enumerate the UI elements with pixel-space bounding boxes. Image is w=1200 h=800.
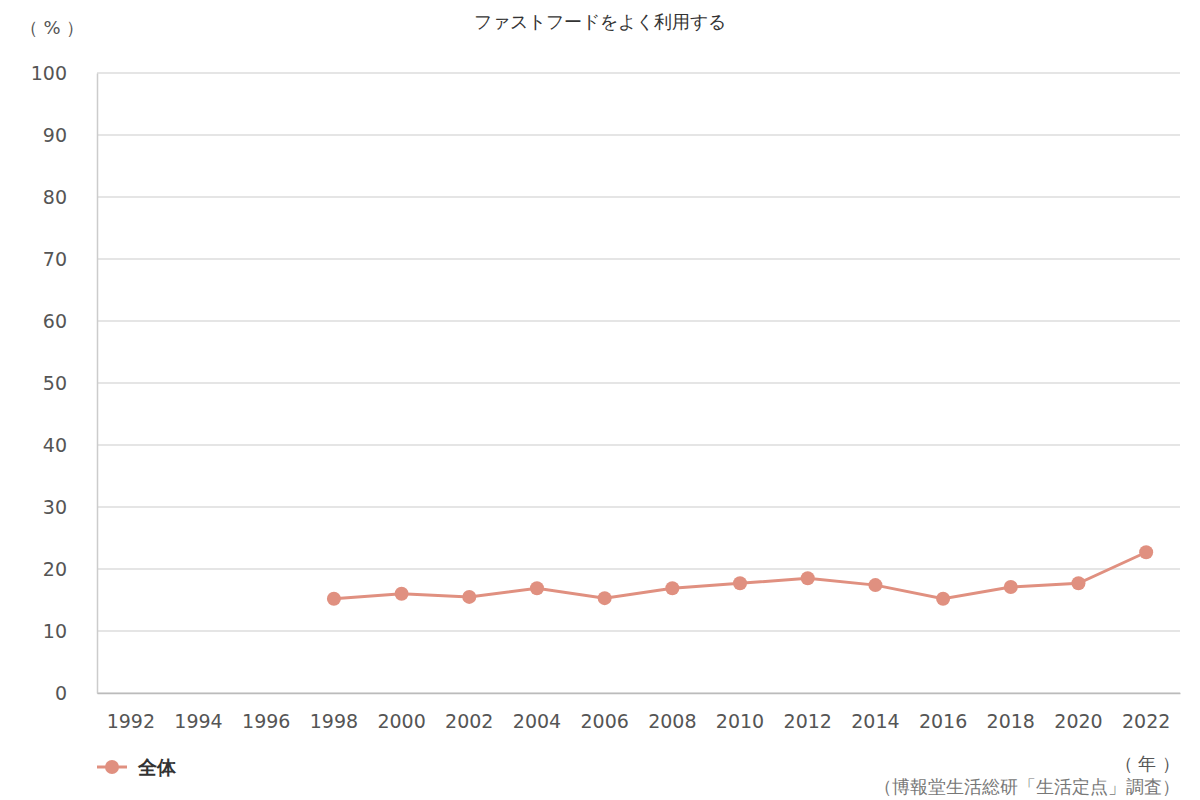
x-tick-label: 2002 bbox=[445, 710, 493, 732]
series-point bbox=[868, 578, 882, 592]
y-tick: 0 bbox=[55, 682, 97, 704]
x-tick-label: 2022 bbox=[1122, 710, 1170, 732]
y-tick: 60 bbox=[43, 310, 97, 332]
y-tick: 10 bbox=[43, 620, 97, 642]
x-tick: 2018 bbox=[987, 693, 1035, 732]
y-tick: 70 bbox=[43, 248, 97, 270]
legend-marker bbox=[105, 760, 119, 774]
x-tick-label: 2018 bbox=[987, 710, 1035, 732]
y-tick-label: 70 bbox=[43, 248, 67, 270]
y-tick-label: 20 bbox=[43, 558, 67, 580]
x-tick: 2016 bbox=[919, 693, 967, 732]
y-tick-label: 90 bbox=[43, 124, 67, 146]
grid-line bbox=[97, 630, 1180, 632]
grid-line bbox=[97, 382, 1180, 384]
y-tick: 40 bbox=[43, 434, 97, 456]
chart: 0 10 20 30 40 50 60 70 80 90 100 1992 1994 1996 1998 20… bbox=[0, 0, 1200, 800]
x-tick: 1992 bbox=[107, 693, 155, 732]
series-point bbox=[801, 571, 815, 585]
y-axis-title: （ % ） bbox=[20, 17, 85, 38]
grid-line bbox=[97, 134, 1180, 136]
x-tick-label: 2012 bbox=[784, 710, 832, 732]
grid-line bbox=[97, 444, 1180, 446]
x-tick-label: 2004 bbox=[513, 710, 561, 732]
y-tick-label: 10 bbox=[43, 620, 67, 642]
x-tick: 1994 bbox=[174, 693, 222, 732]
grid-line bbox=[97, 196, 1180, 198]
x-tick-label: 2014 bbox=[851, 710, 899, 732]
source: （博報堂生活総研「生活定点」調査） bbox=[874, 776, 1180, 797]
x-tick-label: 2006 bbox=[580, 710, 628, 732]
y-tick: 90 bbox=[43, 124, 97, 146]
grid-line bbox=[97, 568, 1180, 570]
x-tick-label: 2020 bbox=[1054, 710, 1102, 732]
x-axis-line bbox=[98, 693, 1181, 695]
x-tick: 2006 bbox=[580, 693, 628, 732]
grid-line bbox=[97, 320, 1180, 322]
x-tick-label: 1994 bbox=[174, 710, 222, 732]
x-tick-label: 2000 bbox=[377, 710, 425, 732]
series-point bbox=[733, 576, 747, 590]
y-tick-label: 0 bbox=[55, 682, 67, 704]
y-tick: 50 bbox=[43, 372, 97, 394]
grid-line bbox=[97, 506, 1180, 508]
x-tick: 2004 bbox=[513, 693, 561, 732]
grid-line bbox=[97, 72, 1180, 74]
y-axis: 0 10 20 30 40 50 60 70 80 90 100 bbox=[31, 62, 98, 704]
y-tick-label: 80 bbox=[43, 186, 67, 208]
x-tick: 2002 bbox=[445, 693, 493, 732]
x-tick: 2000 bbox=[377, 693, 425, 732]
series-point bbox=[1071, 576, 1085, 590]
x-axis: 1992 1994 1996 1998 2000 2002 2004 2006 2008 2010… bbox=[98, 693, 1181, 732]
y-tick-label: 60 bbox=[43, 310, 67, 332]
legend: 全体 bbox=[97, 756, 177, 778]
series-point bbox=[462, 590, 476, 604]
series-point bbox=[395, 587, 409, 601]
y-tick: 30 bbox=[43, 496, 97, 518]
grid-line bbox=[97, 692, 1180, 694]
series-point bbox=[936, 592, 950, 606]
series-line bbox=[334, 552, 1146, 599]
plot-area bbox=[327, 545, 1153, 606]
y-tick-label: 30 bbox=[43, 496, 67, 518]
x-tick-label: 1998 bbox=[310, 710, 358, 732]
x-tick-label: 2010 bbox=[716, 710, 764, 732]
x-tick: 2020 bbox=[1054, 693, 1102, 732]
y-tick: 100 bbox=[31, 62, 97, 84]
y-tick: 20 bbox=[43, 558, 97, 580]
x-tick-label: 1996 bbox=[242, 710, 290, 732]
y-tick-label: 40 bbox=[43, 434, 67, 456]
series-point bbox=[327, 592, 341, 606]
series-point bbox=[598, 591, 612, 605]
grid-line bbox=[97, 258, 1180, 260]
x-tick-label: 2008 bbox=[648, 710, 696, 732]
title: ファストフードをよく利用する bbox=[474, 11, 726, 32]
series-point bbox=[530, 581, 544, 595]
y-tick-label: 100 bbox=[31, 62, 67, 84]
y-tick: 80 bbox=[43, 186, 97, 208]
x-tick: 2010 bbox=[716, 693, 764, 732]
series-point bbox=[1004, 580, 1018, 594]
grid bbox=[97, 73, 1180, 693]
series-point bbox=[665, 581, 679, 595]
x-tick: 1998 bbox=[310, 693, 358, 732]
y-axis-line bbox=[97, 74, 99, 694]
x-tick: 2012 bbox=[784, 693, 832, 732]
x-axis-title: （ 年 ） bbox=[1115, 753, 1180, 774]
legend-label: 全体 bbox=[137, 756, 177, 778]
series-point bbox=[1139, 545, 1153, 559]
x-tick-label: 2016 bbox=[919, 710, 967, 732]
y-tick-label: 50 bbox=[43, 372, 67, 394]
x-tick: 2022 bbox=[1122, 693, 1170, 732]
x-tick: 2008 bbox=[648, 693, 696, 732]
x-tick: 1996 bbox=[242, 693, 290, 732]
x-tick-label: 1992 bbox=[107, 710, 155, 732]
x-tick: 2014 bbox=[851, 693, 899, 732]
